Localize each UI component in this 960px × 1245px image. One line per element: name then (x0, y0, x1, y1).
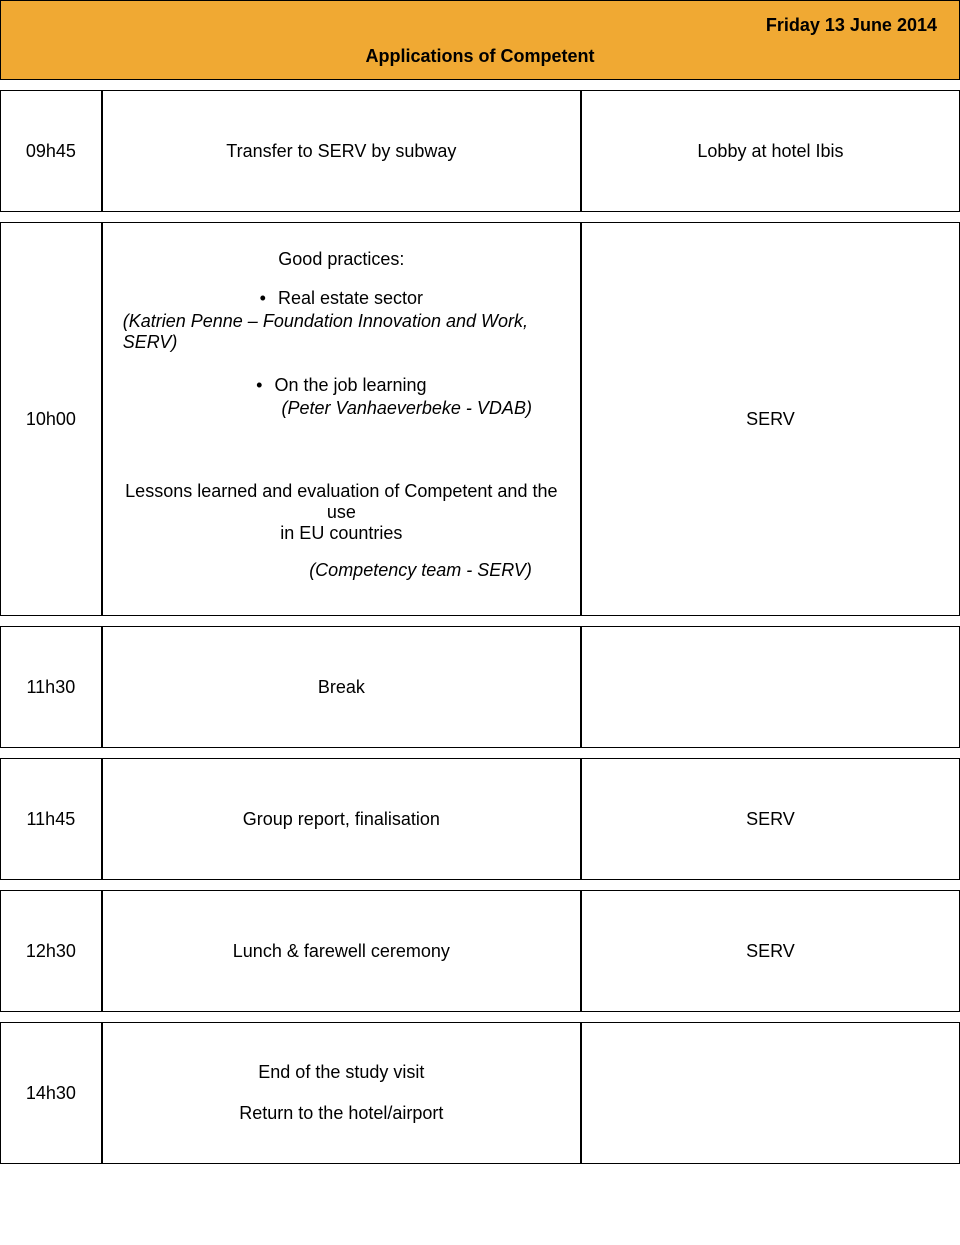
time-text: 11h45 (1, 781, 101, 858)
time-text: 14h30 (1, 1055, 101, 1132)
description-text: Group report, finalisation (103, 781, 580, 858)
time-text: 10h00 (1, 409, 101, 430)
description-text: Lunch & farewell ceremony (103, 913, 580, 990)
speaker-text: (Katrien Penne – Foundation Innovation a… (121, 311, 562, 353)
time-text: 11h30 (1, 649, 101, 726)
description-cell: End of the study visit Return to the hot… (102, 1022, 581, 1164)
description-text: Break (103, 649, 580, 726)
table-row: 10h00 Good practices: • Real estate secto… (0, 222, 960, 616)
description-cell: Group report, finalisation (102, 758, 581, 880)
location-text: SERV (582, 781, 959, 858)
description-text: Transfer to SERV by subway (103, 113, 580, 190)
location-cell (581, 1022, 960, 1164)
description-cell: Transfer to SERV by subway (102, 90, 581, 212)
lessons-line: in EU countries (280, 523, 402, 543)
bullet-icon: • (256, 375, 262, 396)
header-date: Friday 13 June 2014 (766, 15, 937, 36)
bullet-item: • On the job learning (121, 375, 562, 396)
bullet-text: On the job learning (274, 375, 426, 395)
speaker-text: (Peter Vanhaeverbeke - VDAB) (121, 398, 562, 419)
time-cell: 11h30 (0, 626, 102, 748)
team-text: (Competency team - SERV) (121, 560, 562, 581)
location-cell: SERV (581, 758, 960, 880)
table-row: 09h45 Transfer to SERV by subway Lobby a… (0, 90, 960, 212)
header-bar: Friday 13 June 2014 Applications of Comp… (0, 0, 960, 80)
location-text (582, 659, 959, 715)
good-practices-heading: Good practices: (121, 249, 562, 270)
header-title: Applications of Competent (1, 46, 959, 67)
time-cell: 14h30 (0, 1022, 102, 1164)
location-cell: SERV (581, 890, 960, 1012)
lessons-text: Lessons learned and evaluation of Compet… (121, 481, 562, 544)
schedule-table: 09h45 Transfer to SERV by subway Lobby a… (0, 80, 960, 1174)
bullet-item: • Real estate sector (121, 288, 562, 309)
description-cell: Break (102, 626, 581, 748)
table-row: 12h30 Lunch & farewell ceremony SERV (0, 890, 960, 1012)
time-text: 12h30 (1, 913, 101, 990)
time-cell: 11h45 (0, 758, 102, 880)
time-cell: 10h00 (0, 222, 102, 616)
table-row: 14h30 End of the study visit Return to t… (0, 1022, 960, 1164)
time-cell: 09h45 (0, 90, 102, 212)
bullet-text: Real estate sector (278, 288, 423, 308)
table-row: 11h45 Group report, finalisation SERV (0, 758, 960, 880)
time-cell: 12h30 (0, 890, 102, 1012)
description-text: Return to the hotel/airport (123, 1103, 560, 1124)
location-cell (581, 626, 960, 748)
time-text: 09h45 (1, 113, 101, 190)
location-text: SERV (582, 409, 959, 430)
bullet-icon: • (260, 288, 266, 309)
location-cell: SERV (581, 222, 960, 616)
table-row: 11h30 Break (0, 626, 960, 748)
location-text: Lobby at hotel Ibis (582, 113, 959, 190)
description-cell: Good practices: • Real estate sector (Kat… (102, 222, 581, 616)
description-cell: Lunch & farewell ceremony (102, 890, 581, 1012)
location-text: SERV (582, 913, 959, 990)
location-text (582, 1065, 959, 1121)
description-text: End of the study visit (123, 1062, 560, 1083)
lessons-line: Lessons learned and evaluation of Compet… (125, 481, 557, 522)
location-cell: Lobby at hotel Ibis (581, 90, 960, 212)
schedule-page: Friday 13 June 2014 Applications of Comp… (0, 0, 960, 1174)
